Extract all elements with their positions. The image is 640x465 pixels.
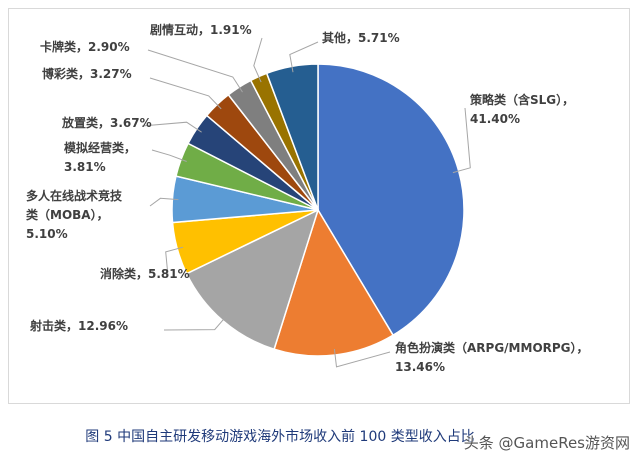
slice-label: 消除类，5.81% — [100, 266, 190, 281]
slice-label: 模拟经营类， 3.81% — [64, 140, 136, 174]
leader-line — [163, 315, 227, 331]
leader-line — [333, 348, 391, 368]
leader-line — [147, 49, 243, 93]
slice-label: 放置类，3.67% — [61, 115, 152, 130]
leader-line — [253, 37, 263, 83]
leader-line — [149, 197, 179, 207]
figure-caption: 图 5 中国自主研发移动游戏海外市场收入前 100 类型收入占比 — [85, 429, 475, 445]
slice-label: 角色扮演类（ARPG/MMORPG）， 13.46% — [395, 340, 589, 374]
slice-label: 射击类，12.96% — [29, 318, 128, 333]
watermark: 头条 @GameRes游资网 — [463, 434, 630, 452]
slice-label: 策略类（含SLG）， 41.40% — [470, 92, 574, 126]
chart-frame — [8, 8, 630, 404]
leader-line — [149, 77, 222, 110]
slice-label: 剧情互动，1.91% — [150, 22, 252, 37]
slice-label: 多人在线战术竞技类（MOBA）， 5.10% — [26, 188, 123, 241]
leader-line — [452, 107, 471, 174]
slice-label: 其他，5.71% — [322, 30, 400, 45]
slice-label: 博彩类，3.27% — [42, 66, 132, 81]
slice-label: 卡牌类，2.90% — [40, 39, 130, 54]
leader-line — [165, 246, 184, 277]
leader-line — [151, 149, 187, 162]
leader-line — [141, 121, 202, 133]
leader-line — [289, 41, 319, 73]
